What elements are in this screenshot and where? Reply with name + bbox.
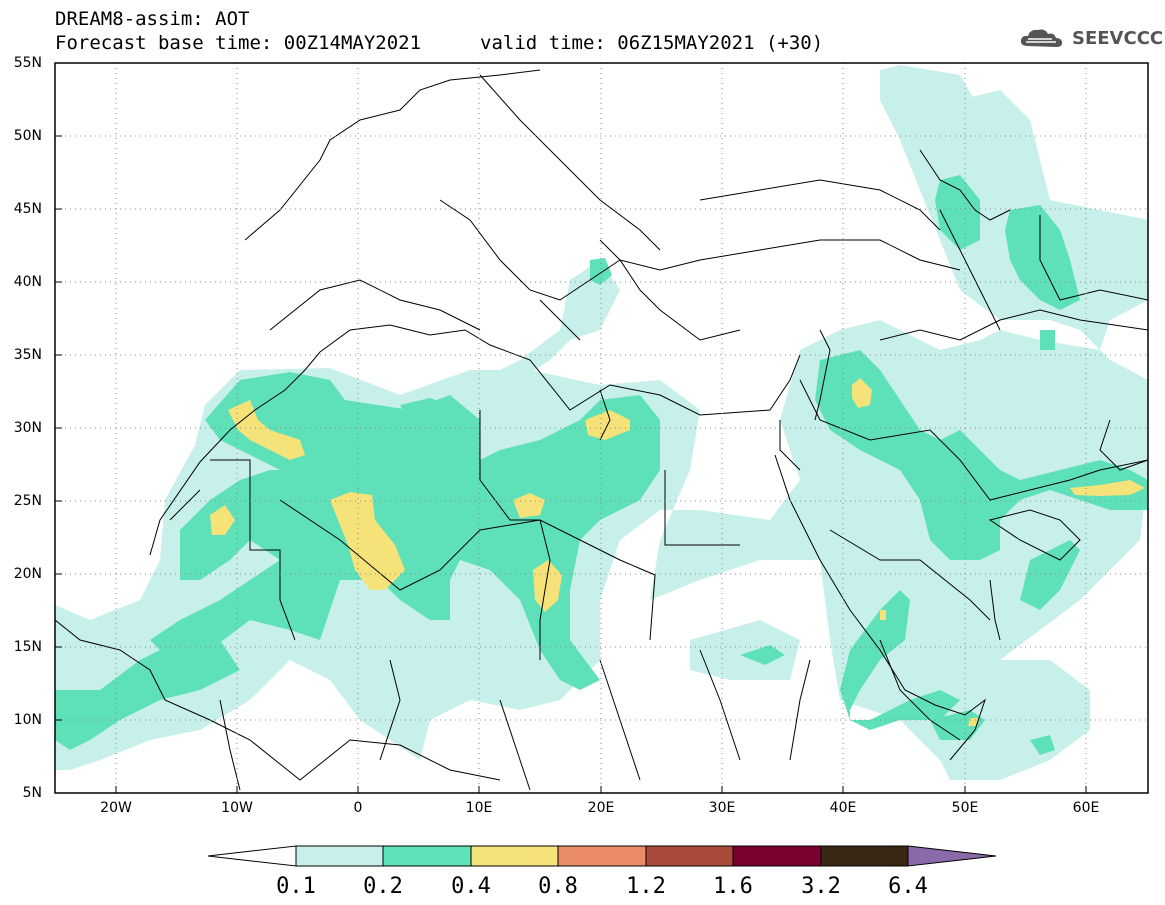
colorbar-label: 3.2 <box>801 874 841 899</box>
seevccc-logo: SEEVCCC <box>1018 26 1163 50</box>
colorbar-cell <box>645 845 734 867</box>
lon-label: 30E <box>708 800 736 816</box>
lat-label: 10N <box>13 712 42 728</box>
lon-label: 60E <box>1072 800 1100 816</box>
lat-label: 20N <box>13 566 42 582</box>
forecast-base-time: Forecast base time: 00Z14MAY2021 valid ti… <box>55 32 823 54</box>
lon-label: 0 <box>353 800 363 816</box>
lon-label: 20E <box>587 800 615 816</box>
base-time-text: Forecast base time: 00Z14MAY2021 <box>55 32 422 54</box>
colorbar-label: 0.1 <box>276 874 316 899</box>
lat-label: 40N <box>13 274 42 290</box>
map-title: DREAM8-assim: AOT <box>55 8 250 30</box>
coastlines-borders <box>55 69 1148 791</box>
lat-label: 45N <box>13 201 42 217</box>
colorbar-label: 0.4 <box>451 874 491 899</box>
colorbar-cell <box>295 845 384 867</box>
cloud-icon <box>1020 29 1062 47</box>
colorbar <box>207 845 997 867</box>
graticule <box>55 63 1148 793</box>
lat-label: 50N <box>13 128 42 144</box>
logo-text: SEEVCCC <box>1072 27 1164 49</box>
colorbar-cell <box>382 845 472 867</box>
colorbar-label: 0.2 <box>363 874 403 899</box>
colorbar-label: 1.2 <box>626 874 666 899</box>
colorbar-label: 0.8 <box>538 874 578 899</box>
lon-label: 40E <box>829 800 857 816</box>
lon-label: 50E <box>951 800 979 816</box>
colorbar-under <box>207 845 297 867</box>
lon-label: 20W <box>100 800 132 816</box>
lon-label: 10E <box>465 800 493 816</box>
lat-label: 15N <box>13 639 42 655</box>
colorbar-label: 1.6 <box>713 874 753 899</box>
colorbar-cell <box>557 845 647 867</box>
lat-label: 5N <box>22 785 42 801</box>
colorbar-cell <box>820 845 909 867</box>
aot-band-0.4 <box>210 378 1145 726</box>
lat-label: 55N <box>13 55 42 71</box>
axis-ticks <box>55 62 1087 794</box>
valid-time: valid time: 06Z15MAY2021 (+30) <box>480 32 824 54</box>
lat-label: 35N <box>13 347 42 363</box>
colorbar-cell <box>732 845 822 867</box>
lon-label: 10W <box>221 800 253 816</box>
colorbar-over <box>907 845 997 867</box>
lat-label: 30N <box>13 420 42 436</box>
lat-label: 25N <box>13 493 42 509</box>
colorbar-cell <box>470 845 559 867</box>
aot-contours <box>55 65 1148 780</box>
colorbar-label: 6.4 <box>888 874 928 899</box>
